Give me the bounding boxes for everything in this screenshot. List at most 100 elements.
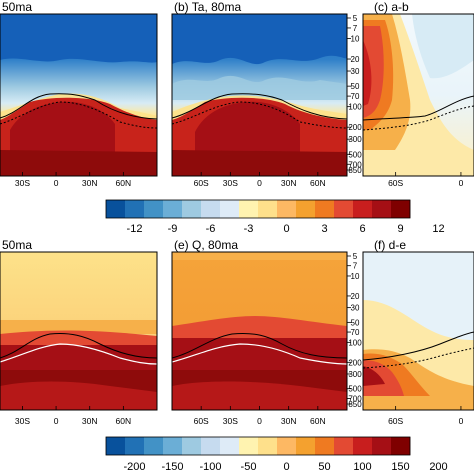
colorbar-swatch (372, 437, 392, 455)
x-tick-label: 30N (281, 416, 297, 426)
y-tick-label: 300 (348, 370, 362, 379)
y-tick-label: 20 (351, 55, 360, 64)
y-tick-label: 10 (351, 272, 360, 281)
colorbar-swatch (239, 437, 259, 455)
y-tick-label: 700 (348, 160, 362, 169)
colorbar-label: -6 (206, 223, 216, 235)
colorbar-label: -100 (199, 461, 221, 473)
panel-e (172, 252, 347, 410)
colorbar-swatch (391, 437, 411, 455)
y-tick-label: 100 (348, 103, 362, 112)
y-tick-label: 100 (348, 338, 362, 347)
colorbar-swatch (258, 437, 278, 455)
x-tick-label: 60N (310, 178, 326, 188)
colorbar-label: 150 (391, 461, 409, 473)
colorbar-moisture: -200 -150 -100 -50 0 50 100 150 200 (105, 436, 448, 473)
colorbar-label: -3 (244, 223, 254, 235)
panel-a (0, 14, 157, 176)
colorbar-swatch (182, 200, 202, 218)
colorbar-swatch (220, 437, 240, 455)
x-tick-label: 0 (54, 416, 59, 426)
colorbar-swatch (201, 200, 221, 218)
colorbar-label: 0 (283, 223, 289, 235)
x-tick-label: 30N (281, 178, 297, 188)
y-tick-label: 70 (351, 328, 360, 337)
panel-c (363, 14, 474, 176)
y-tick-label: 10 (351, 35, 360, 44)
colorbar-swatch (258, 200, 278, 218)
colorbar-swatch (391, 200, 411, 218)
colorbar-frame (105, 199, 411, 219)
colorbar-swatch (220, 200, 240, 218)
y-tick-label: 300 (348, 135, 362, 144)
x-tick-label: 30N (82, 178, 98, 188)
colorbar-label: 9 (397, 223, 403, 235)
y-tick-label: 30 (351, 67, 360, 76)
colorbar-swatch (334, 437, 354, 455)
colorbar-swatch (353, 437, 373, 455)
colorbar-swatch (125, 200, 145, 218)
y-tick-label: 500 (348, 150, 362, 159)
panel-f-title: (f) d-e (374, 238, 406, 252)
x-tick-label: 60S (194, 178, 209, 188)
colorbar-swatch (353, 200, 373, 218)
x-tick-label: 30S (15, 416, 30, 426)
colorbar-label: -200 (123, 461, 145, 473)
panel-d (0, 252, 157, 410)
panel-b-title: (b) Ta, 80ma (174, 0, 241, 14)
y-tick-label: 7 (353, 24, 358, 33)
colorbar-label: -50 (241, 461, 257, 473)
colorbar-swatch (125, 437, 145, 455)
y-tick-label: 50 (351, 318, 360, 327)
colorbar-label: 3 (321, 223, 327, 235)
colorbar-swatch (239, 200, 259, 218)
colorbar-temperature: -12 -9 -6 -3 0 3 6 9 12 (105, 199, 445, 235)
colorbar-label: 0 (283, 461, 289, 473)
colorbar-swatch (277, 437, 297, 455)
x-tick-label: 0 (54, 178, 59, 188)
x-tick-label: 0 (257, 416, 262, 426)
x-axes: 30S 0 30N 60N 60S 30S 0 30N 60N 60S 0 30S 0 30N 60N 60S… (15, 172, 464, 426)
colorbar-swatch (334, 200, 354, 218)
colorbar-swatch (201, 437, 221, 455)
y-tick-label: 70 (351, 92, 360, 101)
colorbar-swatch (106, 437, 126, 455)
x-tick-label: 60N (310, 416, 326, 426)
colorbar-frame (105, 436, 411, 456)
x-tick-label: 60S (388, 416, 403, 426)
x-tick-label: 30S (223, 178, 238, 188)
colorbar-swatch (296, 200, 316, 218)
colorbar-swatch (144, 200, 164, 218)
panel-e-title: (e) Q, 80ma (174, 238, 238, 252)
x-tick-label: 60N (116, 178, 132, 188)
x-tick-label: 60S (388, 178, 403, 188)
x-tick-label: 30S (15, 178, 30, 188)
y-tick-label: 50 (351, 82, 360, 91)
colorbar-swatch (144, 437, 164, 455)
x-tick-label: 30N (82, 416, 98, 426)
colorbar-label: 50 (318, 461, 330, 473)
y-tick-label: 200 (348, 358, 362, 367)
x-tick-label: 0 (459, 178, 464, 188)
colorbar-label: 12 (432, 223, 444, 235)
panel-d-title: 50ma (2, 238, 32, 252)
panel-f (363, 252, 474, 410)
y-tick-label: 500 (348, 385, 362, 394)
y-tick-label: 850 (348, 166, 362, 175)
panel-c-title: (c) a-b (374, 0, 409, 14)
colorbar-swatch (163, 200, 183, 218)
colorbar-swatch (277, 200, 297, 218)
colorbar-label: 100 (353, 461, 371, 473)
x-tick-label: 30S (223, 416, 238, 426)
panel-a-title: 50ma (2, 0, 32, 14)
colorbar-label: -9 (168, 223, 178, 235)
y-tick-label: 5 (353, 14, 358, 23)
x-tick-label: 60S (194, 416, 209, 426)
y-tick-label: 5 (353, 252, 358, 261)
colorbar-swatch (315, 200, 335, 218)
y-tick-label: 20 (351, 292, 360, 301)
colorbar-label: 200 (429, 461, 447, 473)
colorbar-swatch (106, 200, 126, 218)
